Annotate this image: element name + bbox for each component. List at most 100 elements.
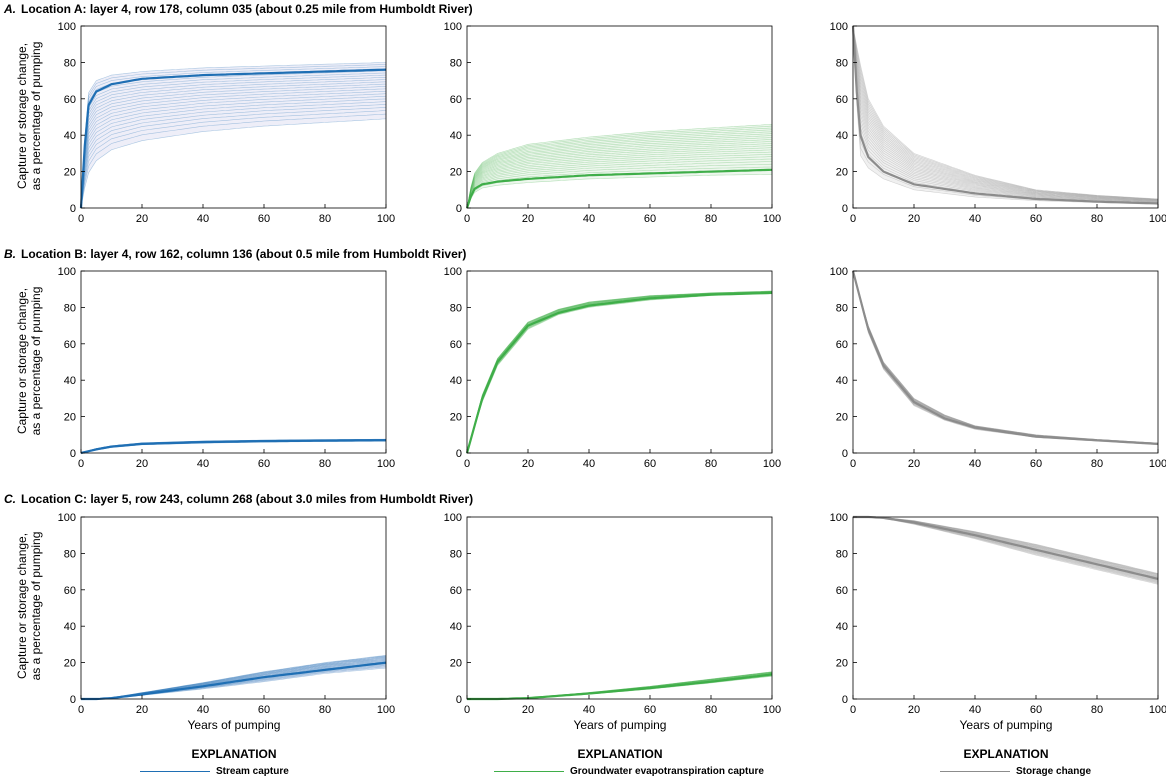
series-line (80, 439, 386, 455)
y-tick-label: 80 (450, 57, 462, 69)
realization-line (80, 83, 387, 209)
x-tick-label: 60 (644, 458, 656, 470)
x-tick-label: 20 (908, 213, 920, 225)
realization-line (466, 293, 773, 454)
envelope-band (853, 517, 1158, 585)
realization-line (852, 270, 1159, 445)
x-tick-label: 60 (1030, 458, 1042, 470)
series-line (81, 661, 387, 701)
x-tick-label: 60 (644, 704, 656, 716)
y-tick-label: 100 (58, 512, 76, 524)
realization-line (466, 129, 773, 209)
realization-line (467, 671, 773, 700)
x-tick-label: 80 (705, 213, 717, 225)
row-c-text: Location C: layer 5, row 243, column 268… (21, 492, 474, 506)
realization-line (466, 291, 773, 454)
y-tick-label: 40 (450, 375, 462, 387)
realization-line (852, 270, 1159, 444)
realization-line (467, 672, 773, 700)
x-tick-label: 60 (258, 458, 270, 470)
envelope-band (81, 655, 386, 699)
panel-b-stream: 0 20 40 60 80 100 0 20 40 60 80 100 (58, 266, 396, 470)
row-b-letter: B. (4, 247, 16, 261)
y-tick-label: 40 (450, 130, 462, 142)
realization-line (852, 270, 1159, 444)
realization-line (853, 516, 1159, 585)
y-tick-label: 40 (64, 130, 76, 142)
realization-line (852, 25, 1159, 203)
realization-line (466, 291, 773, 454)
realization-line (466, 292, 773, 454)
x-tick-label: 20 (908, 458, 920, 470)
realization-line (80, 90, 387, 209)
x-tick-label: 40 (969, 458, 981, 470)
series-line (465, 291, 773, 454)
realization-line (80, 74, 387, 209)
envelope-band (81, 62, 386, 209)
realization-line (852, 25, 1159, 200)
row-c-title: C. Location C: layer 5, row 243, column 2… (4, 492, 473, 506)
x-tick-label: 80 (319, 458, 331, 470)
y-tick-label: 40 (836, 130, 848, 142)
realization-line (467, 672, 773, 700)
realization-line (852, 270, 1159, 444)
realization-line (466, 290, 773, 454)
realization-line (852, 270, 1159, 445)
x-tick-label: 80 (319, 213, 331, 225)
realization-line (466, 124, 773, 209)
legend-heading-storage: EXPLANATION (963, 747, 1049, 761)
x-tick-label: 40 (583, 458, 595, 470)
realization-line (853, 516, 1159, 575)
realization-line (466, 145, 773, 209)
y-axis-label-c-line2: as a percentage of pumping (29, 531, 43, 681)
legend-swatch-stream (140, 771, 210, 772)
realization-line (467, 671, 773, 700)
plot-frame (466, 516, 773, 700)
realization-line (466, 292, 773, 454)
realization-line (852, 25, 1159, 202)
y-tick-label: 60 (450, 94, 462, 106)
y-tick-label: 100 (58, 266, 76, 278)
realization-line (852, 270, 1159, 444)
series-line (851, 270, 1159, 445)
x-tick-label: 100 (1149, 704, 1166, 716)
realization-line (852, 270, 1159, 445)
y-tick-label: 0 (70, 203, 76, 215)
realization-line (852, 270, 1159, 444)
panel-b-et: 0 20 40 60 80 100 0 20 40 60 80 100 (444, 266, 782, 470)
y-tick-label: 100 (830, 21, 848, 33)
x-tick-label: 0 (78, 458, 84, 470)
y-tick-label: 20 (836, 658, 848, 670)
x-tick-label: 0 (78, 704, 84, 716)
legend-label-et: Groundwater evapotranspiration capture (570, 766, 764, 777)
y-axis-label-b-line1: Capture or storage change, (15, 287, 29, 435)
panel-b-storage: 0 20 40 60 80 100 0 20 40 60 80 100 (830, 266, 1166, 470)
realization-line (466, 292, 773, 454)
realization-line (80, 107, 387, 209)
x-tick-label: 20 (522, 458, 534, 470)
realization-line (466, 291, 773, 454)
realization-line (466, 156, 773, 209)
series-line (467, 673, 773, 701)
series-line (465, 168, 773, 209)
plot-frame (466, 270, 773, 454)
legend-swatch-et (494, 771, 564, 772)
y-tick-label: 100 (58, 21, 76, 33)
y-tick-label: 0 (70, 448, 76, 460)
y-tick-label: 60 (64, 94, 76, 106)
x-tick-label: 100 (377, 704, 395, 716)
panel-c-et: 0 20 40 60 80 100 0 20 40 60 80 100 (444, 512, 782, 716)
realization-line (466, 291, 773, 454)
realization-line (466, 292, 773, 454)
y-tick-label: 20 (450, 412, 462, 424)
plot-frame (852, 25, 1159, 209)
realization-line (466, 291, 773, 454)
x-tick-label: 60 (1030, 213, 1042, 225)
legend-label-storage: Storage change (1016, 766, 1092, 777)
realization-line (80, 110, 387, 209)
realization-line (852, 25, 1159, 202)
realization-line (852, 270, 1159, 445)
y-tick-label: 40 (64, 375, 76, 387)
x-tick-label: 40 (583, 704, 595, 716)
envelope-band (467, 291, 772, 453)
